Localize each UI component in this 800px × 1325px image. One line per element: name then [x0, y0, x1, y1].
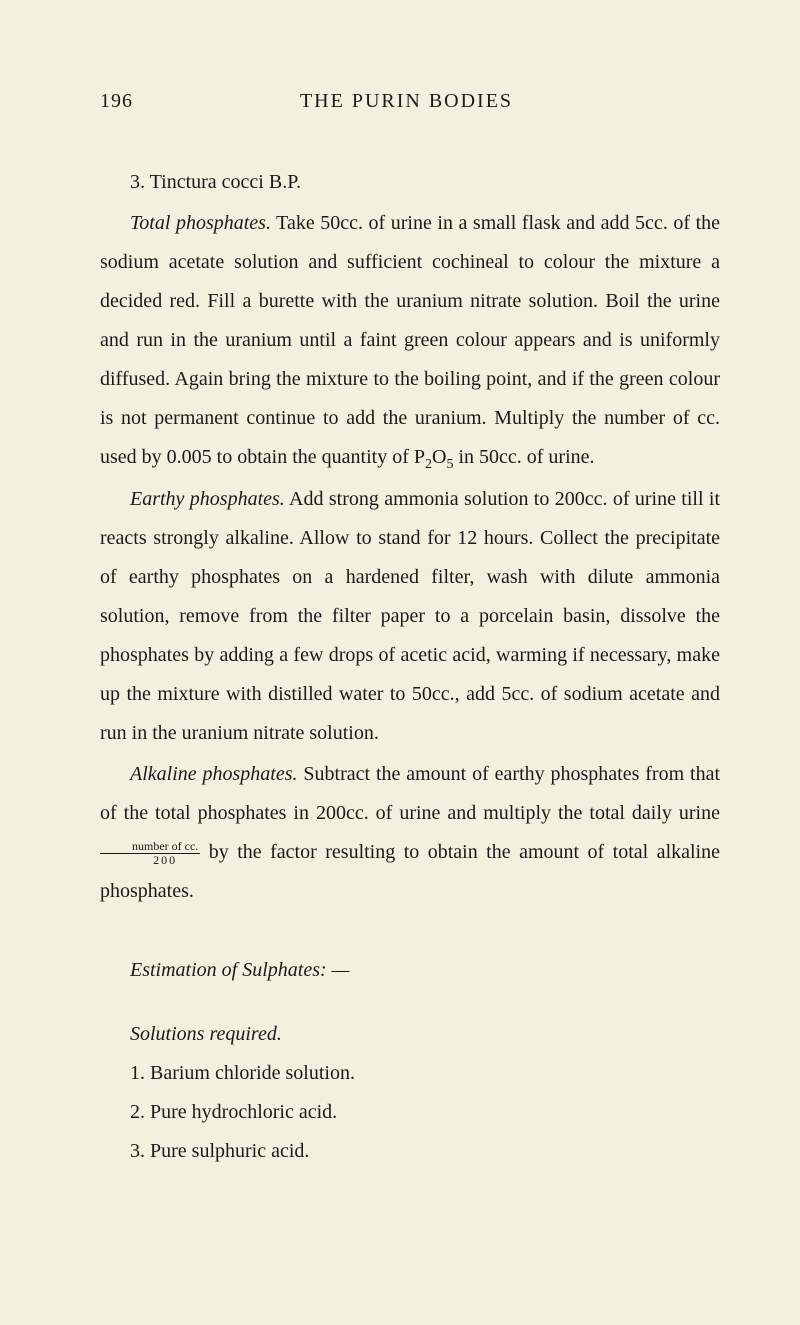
fraction-bottom: 200: [100, 854, 200, 867]
paragraph-4: Alkaline phosphates. Subtract the amount…: [100, 755, 720, 911]
para2-text: Take 50cc. of urine in a small flask and…: [100, 212, 720, 468]
list-item-3: 3. Pure sulphuric acid.: [100, 1132, 720, 1171]
para3-italic: Earthy phosphates.: [130, 488, 285, 510]
page-header: 196 THE PURIN BODIES: [100, 90, 720, 113]
fraction-top: number of cc.: [100, 840, 200, 854]
section-heading: Estimation of Sulphates: —: [100, 951, 720, 990]
solutions-italic: Solutions required.: [130, 1023, 282, 1045]
para2-italic: Total phosphates.: [130, 212, 271, 234]
paragraph-2: Total phosphates. Take 50cc. of urine in…: [100, 204, 720, 478]
paragraph-1: 3. Tinctura cocci B.P.: [100, 163, 720, 202]
para2-end: in 50cc. of urine.: [453, 446, 594, 468]
para2-sub1: 2: [425, 457, 432, 472]
header-title: THE PURIN BODIES: [93, 90, 720, 113]
list-item-1: 1. Barium chloride solution.: [100, 1054, 720, 1093]
para4-italic: Alkaline phosphates.: [130, 763, 298, 785]
solutions-heading: Solutions required.: [100, 1015, 720, 1054]
fraction: number of cc.200: [100, 840, 200, 867]
para2-mid: O: [432, 446, 446, 468]
body-text: 3. Tinctura cocci B.P. Total phosphates.…: [100, 163, 720, 1171]
list-item-2: 2. Pure hydrochloric acid.: [100, 1093, 720, 1132]
para3-text: Add strong ammonia solution to 200cc. of…: [100, 488, 720, 744]
paragraph-3: Earthy phosphates. Add strong ammonia so…: [100, 480, 720, 753]
